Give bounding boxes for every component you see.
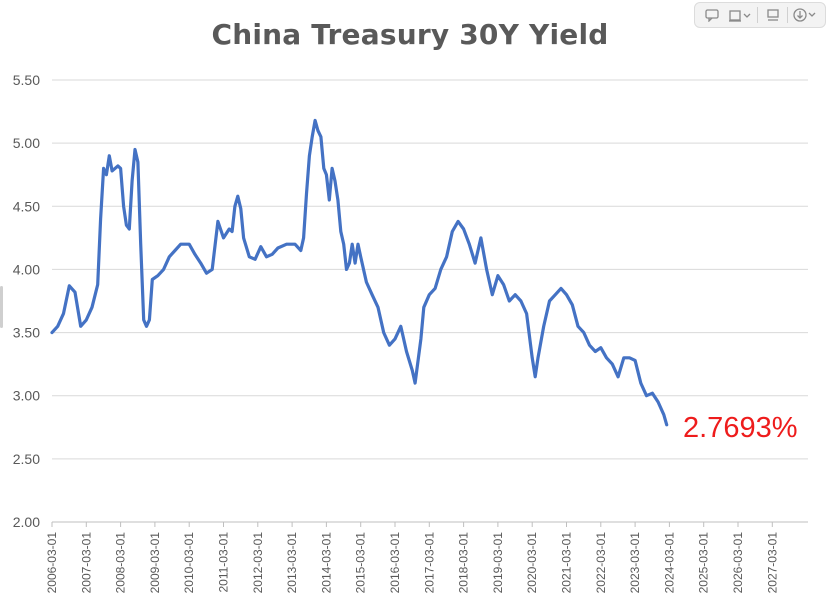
x-tick-label: 2013-03-01 [285, 532, 299, 594]
x-tick-label: 2026-03-01 [731, 532, 745, 594]
comment-icon[interactable] [701, 6, 723, 24]
y-tick-label: 2.00 [13, 514, 40, 530]
series-line [50, 118, 669, 427]
y-tick-label: 3.00 [13, 388, 40, 404]
y-tick-label: 4.00 [13, 261, 40, 277]
toolbar-divider [786, 7, 788, 23]
chart-toolbar [694, 2, 826, 28]
resize-handle[interactable] [0, 286, 3, 328]
x-tick-label: 2006-03-01 [45, 532, 59, 594]
x-tick-label: 2011-03-01 [217, 532, 231, 593]
x-tick-label: 2024-03-01 [662, 532, 676, 594]
x-tick-label: 2014-03-01 [319, 532, 333, 594]
x-tick-label: 2020-03-01 [525, 532, 539, 594]
x-tick-label: 2018-03-01 [457, 532, 471, 594]
y-tick-label: 3.50 [13, 325, 40, 341]
y-tick-label: 5.50 [13, 72, 40, 88]
x-tick-label: 2009-03-01 [148, 532, 162, 594]
y-tick-label: 2.50 [13, 451, 40, 467]
x-tick-label: 2008-03-01 [114, 532, 128, 594]
y-tick-label: 5.00 [13, 135, 40, 151]
x-tick-label: 2015-03-01 [354, 532, 368, 594]
download-icon[interactable] [791, 6, 819, 24]
x-tick-label: 2012-03-01 [251, 532, 265, 594]
chevron-down-icon [743, 13, 751, 18]
note-icon[interactable] [762, 6, 784, 24]
x-tick-label: 2023-03-01 [628, 532, 642, 594]
x-tick-label: 2019-03-01 [491, 532, 505, 594]
chart-title: China Treasury 30Y Yield [211, 18, 609, 51]
x-tick-label: 2021-03-01 [560, 532, 574, 594]
toolbar-divider [757, 7, 759, 23]
x-tick-label: 2022-03-01 [594, 532, 608, 594]
x-tick-label: 2010-03-01 [182, 532, 196, 594]
x-tick-label: 2016-03-01 [388, 532, 402, 594]
y-tick-label: 4.50 [13, 198, 40, 214]
x-tick-label: 2027-03-01 [765, 532, 779, 594]
x-tick-label: 2007-03-01 [79, 532, 93, 594]
last-value-label: 2.7693% [683, 412, 798, 444]
x-tick-label: 2017-03-01 [422, 532, 436, 594]
frame-icon[interactable] [726, 6, 754, 24]
x-tick-label: 2025-03-01 [697, 532, 711, 594]
